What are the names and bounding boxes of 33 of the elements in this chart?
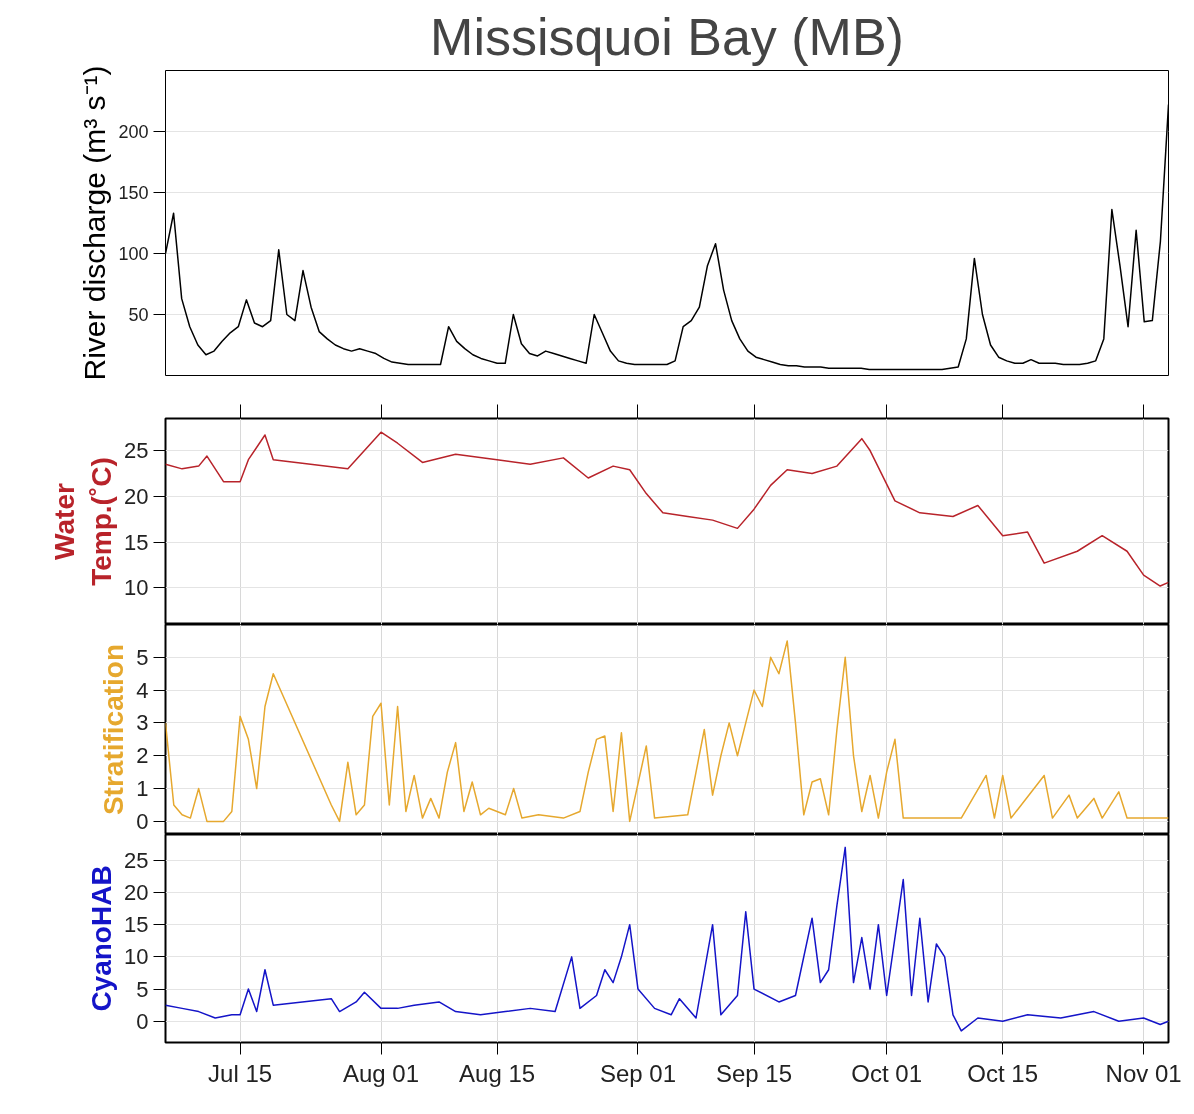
y-tick-label: 5: [136, 976, 149, 1002]
y-axis-title: Stratification: [98, 643, 130, 816]
y-tick-label: 20: [124, 879, 149, 905]
y-tick-label: 10: [124, 575, 149, 601]
y-tick-label: 3: [136, 710, 149, 736]
y-tick-label: 10: [124, 944, 149, 970]
y-tick-label: 2: [136, 743, 149, 769]
y-tick-label: 4: [136, 677, 149, 703]
y-tick-label: 0: [136, 1008, 149, 1034]
y-tick-label: 15: [124, 529, 149, 555]
x-tick-label: Oct 01: [851, 1059, 923, 1087]
y-tick-label: 50: [128, 305, 149, 325]
y-axis-title: River discharge (m³ s⁻¹): [78, 65, 112, 381]
x-tick-label: Oct 15: [967, 1059, 1039, 1087]
chart-title: Missisquoi Bay (MB): [430, 7, 904, 66]
y-tick-label: 25: [124, 847, 149, 873]
x-tick-label: Sep 15: [716, 1059, 793, 1087]
y-tick-label: 25: [124, 438, 149, 464]
x-tick-label: Sep 01: [599, 1059, 677, 1087]
y-tick-label: 1: [136, 776, 149, 802]
x-tick-label: Nov 01: [1105, 1059, 1182, 1087]
y-axis-title: CyanoHAB: [86, 865, 118, 1012]
x-tick-label: Aug 01: [342, 1059, 420, 1087]
y-tick-label: 5: [136, 644, 149, 670]
y-tick-label: 0: [136, 808, 149, 834]
y-axis-title: Water Temp.(˚C): [48, 457, 118, 586]
y-tick-label: 100: [118, 244, 149, 264]
y-tick-label: 20: [124, 483, 149, 509]
y-tick-label: 150: [118, 183, 149, 203]
x-tick-label: Jul 15: [208, 1059, 273, 1087]
y-tick-label: 200: [118, 122, 149, 142]
x-tick-label: Aug 15: [459, 1059, 536, 1087]
y-tick-label: 15: [124, 912, 149, 938]
